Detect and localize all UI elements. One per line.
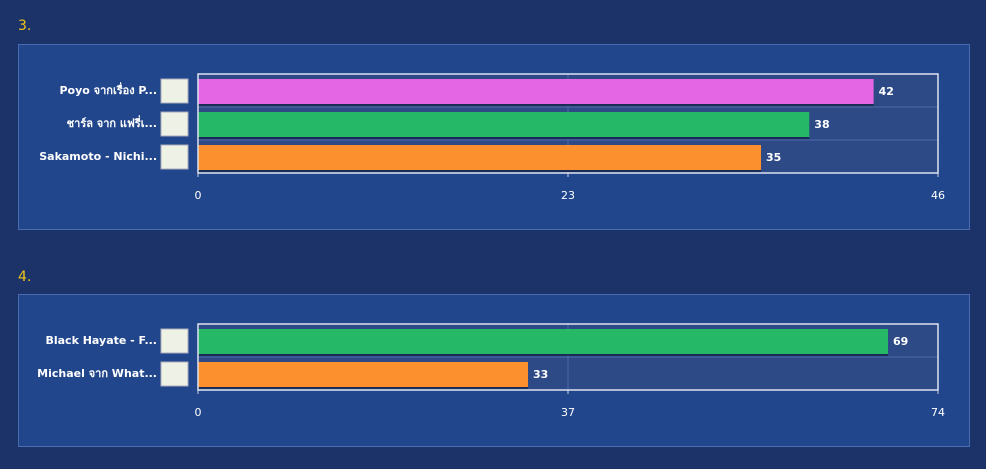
x-tick-label: 37 (561, 406, 575, 419)
value-label: 69 (893, 335, 908, 348)
icon (160, 361, 189, 387)
x-tick-label: 23 (561, 189, 575, 202)
y-tick-label: Black Hayate - F... (45, 334, 157, 347)
y-tick-label: Sakamoto - Nichi... (39, 150, 157, 163)
value-label: 42 (879, 85, 894, 98)
y-tick-label: Poyo จากเรื่อง P... (59, 82, 157, 97)
icon (160, 144, 189, 170)
section-heading: 3. (18, 18, 31, 34)
bar (198, 145, 762, 170)
plot-frame (197, 323, 939, 391)
icon (160, 111, 189, 137)
x-tick-label: 74 (931, 406, 945, 419)
bar (198, 362, 528, 387)
icon (160, 328, 189, 354)
icon (160, 78, 189, 104)
bar (198, 112, 810, 137)
x-tick-label: 0 (195, 189, 202, 202)
value-label: 35 (766, 151, 781, 164)
x-tick-label: 0 (195, 406, 202, 419)
value-label: 38 (814, 118, 829, 131)
section-heading: 4. (18, 269, 31, 285)
plot-frame (197, 73, 939, 174)
x-tick-label: 46 (931, 189, 945, 202)
value-label: 33 (533, 368, 548, 381)
y-tick-label: Michael จาก What... (37, 367, 157, 380)
bar (198, 79, 874, 104)
y-tick-label: ชาร์ล จาก แฟรี่เ... (67, 115, 157, 130)
bar (198, 329, 888, 354)
